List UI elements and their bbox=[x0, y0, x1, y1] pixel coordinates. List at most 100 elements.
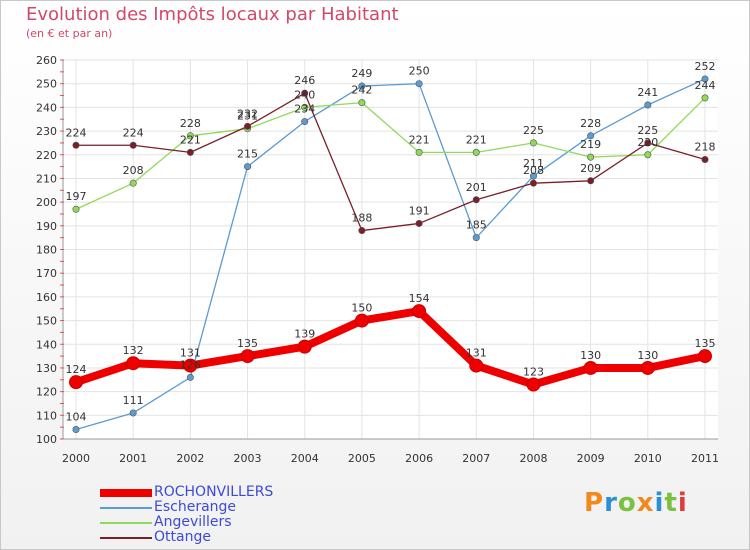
proxiti-logo: Proxiti bbox=[584, 488, 688, 518]
data-label-ottange: 218 bbox=[695, 140, 716, 153]
data-label-angevillers: 240 bbox=[294, 88, 315, 101]
series-line-angevillers bbox=[75, 97, 706, 210]
data-label-ottange: 246 bbox=[294, 74, 315, 87]
data-label-angevillers: 225 bbox=[523, 124, 544, 137]
data-label-ottange: 201 bbox=[466, 181, 487, 194]
data-label-rochonvillers: 150 bbox=[351, 302, 372, 315]
data-label-angevillers: 219 bbox=[580, 138, 601, 151]
y-tick-label: 180 bbox=[36, 244, 57, 257]
data-point-ottange bbox=[129, 141, 137, 149]
data-point-rochonvillers bbox=[69, 375, 83, 390]
legend-label: ROCHONVILLERS bbox=[154, 484, 274, 500]
data-label-angevillers: 220 bbox=[637, 136, 658, 149]
data-point-escherange bbox=[529, 172, 537, 180]
y-tick-label: 130 bbox=[36, 362, 57, 375]
data-label-angevillers: 221 bbox=[466, 133, 487, 146]
series-line-ottange bbox=[75, 92, 706, 232]
data-label-ottange: 209 bbox=[580, 162, 601, 175]
data-point-rochonvillers bbox=[640, 360, 655, 375]
x-tick-label: 2003 bbox=[234, 452, 262, 465]
series-line-rochonvillers bbox=[72, 307, 709, 389]
data-label-rochonvillers: 135 bbox=[237, 337, 258, 350]
data-point-ottange bbox=[644, 139, 652, 147]
data-label-rochonvillers: 130 bbox=[580, 349, 601, 362]
legend-swatch bbox=[100, 507, 152, 509]
legend-label: Escherange bbox=[154, 499, 237, 515]
data-point-escherange bbox=[472, 234, 480, 242]
data-point-angevillers bbox=[701, 94, 709, 102]
data-point-angevillers bbox=[472, 148, 480, 156]
data-label-ottange: 232 bbox=[237, 107, 258, 120]
data-label-angevillers: 221 bbox=[409, 133, 430, 146]
chart-title: Evolution des Impôts locaux par Habitant bbox=[26, 4, 399, 25]
data-point-rochonvillers bbox=[698, 349, 712, 364]
data-label-escherange: 252 bbox=[695, 60, 716, 73]
y-tick-label: 260 bbox=[36, 54, 57, 67]
data-point-ottange bbox=[529, 179, 537, 187]
x-tick-label: 2007 bbox=[462, 452, 490, 465]
y-tick-label: 150 bbox=[36, 315, 57, 328]
y-tick-label: 250 bbox=[36, 78, 57, 91]
data-label-escherange: 249 bbox=[351, 67, 372, 80]
legend-label: Angevillers bbox=[154, 514, 232, 530]
data-point-angevillers bbox=[415, 148, 423, 156]
data-label-escherange: 104 bbox=[66, 411, 87, 424]
data-label-escherange: 185 bbox=[466, 219, 487, 232]
data-label-escherange: 234 bbox=[294, 103, 315, 116]
data-point-ottange bbox=[472, 196, 480, 204]
data-point-ottange bbox=[415, 219, 423, 227]
data-point-angevillers bbox=[301, 103, 309, 111]
data-point-rochonvillers bbox=[297, 339, 312, 354]
data-point-rochonvillers bbox=[240, 349, 255, 364]
data-point-ottange bbox=[244, 122, 252, 130]
x-tick-label: 2006 bbox=[405, 452, 433, 465]
data-point-ottange bbox=[587, 177, 595, 185]
data-label-rochonvillers: 135 bbox=[695, 337, 716, 350]
data-point-ottange bbox=[301, 89, 309, 97]
data-point-rochonvillers bbox=[354, 313, 369, 328]
data-point-angevillers bbox=[129, 179, 137, 187]
x-tick-label: 2008 bbox=[519, 452, 547, 465]
data-point-escherange bbox=[644, 101, 652, 109]
data-point-escherange bbox=[301, 118, 309, 126]
data-label-ottange: 224 bbox=[66, 126, 87, 139]
data-label-ottange: 188 bbox=[351, 212, 372, 225]
data-point-escherange bbox=[129, 409, 137, 417]
y-tick-label: 210 bbox=[36, 172, 57, 185]
data-label-rochonvillers: 139 bbox=[294, 328, 315, 341]
x-tick-label: 2010 bbox=[634, 452, 662, 465]
data-label-rochonvillers: 154 bbox=[409, 292, 430, 305]
data-point-angevillers bbox=[529, 139, 537, 147]
data-point-escherange bbox=[72, 426, 80, 434]
y-tick-label: 200 bbox=[36, 196, 57, 209]
data-label-escherange: 111 bbox=[123, 394, 144, 407]
chart-subtitle: (en € et par an) bbox=[26, 27, 113, 40]
data-label-escherange: 211 bbox=[523, 157, 544, 170]
legend-label: Ottange bbox=[154, 529, 211, 545]
data-label-rochonvillers: 130 bbox=[637, 349, 658, 362]
data-point-escherange bbox=[587, 132, 595, 140]
data-point-rochonvillers bbox=[126, 356, 141, 371]
data-label-escherange: 250 bbox=[409, 65, 430, 78]
x-tick-label: 2009 bbox=[577, 452, 605, 465]
data-label-escherange: 228 bbox=[580, 117, 601, 130]
data-label-escherange: 215 bbox=[237, 148, 258, 161]
data-point-escherange bbox=[358, 82, 366, 90]
x-tick-label: 2001 bbox=[119, 452, 147, 465]
legend-swatch bbox=[100, 489, 152, 497]
data-point-angevillers bbox=[644, 151, 652, 159]
data-point-rochonvillers bbox=[469, 358, 484, 373]
data-point-ottange bbox=[186, 148, 194, 156]
data-label-rochonvillers: 123 bbox=[523, 366, 544, 379]
legend-swatch bbox=[100, 537, 152, 539]
data-point-escherange bbox=[701, 75, 709, 83]
data-label-rochonvillers: 131 bbox=[180, 347, 201, 360]
y-tick-label: 160 bbox=[36, 291, 57, 304]
x-tick-label: 2005 bbox=[348, 452, 376, 465]
data-label-ottange: 224 bbox=[123, 126, 144, 139]
data-label-angevillers: 244 bbox=[695, 79, 716, 92]
data-label-angevillers: 228 bbox=[180, 117, 201, 130]
data-label-ottange: 221 bbox=[180, 133, 201, 146]
data-point-angevillers bbox=[587, 153, 595, 161]
